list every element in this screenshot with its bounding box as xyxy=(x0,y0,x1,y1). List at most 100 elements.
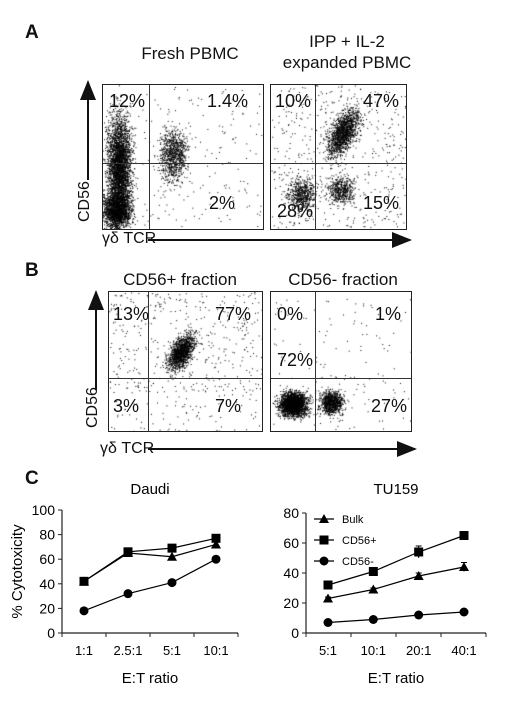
tu159-y-tick-label: 40 xyxy=(283,565,299,581)
daudi-title: Daudi xyxy=(130,481,169,498)
tu159-series-line xyxy=(327,611,465,624)
tu159-x-tick-label: 10:1 xyxy=(361,643,386,658)
daudi-x-tick-label: 5:1 xyxy=(163,643,181,658)
tu159-legend-label: CD56+ xyxy=(342,535,377,547)
quadrant-ur-percent: 1.4% xyxy=(207,91,249,111)
quadrant-gate-vertical xyxy=(315,85,316,229)
quadrant-gate-horizontal xyxy=(271,378,411,379)
tu159-y-tick-label: 80 xyxy=(283,505,299,521)
quadrant-gate-vertical xyxy=(148,292,149,431)
quadrant-ul-percent: 12% xyxy=(109,91,146,111)
quadrant-ll-percent: 28% xyxy=(277,201,314,221)
tu159-point-square xyxy=(414,547,424,557)
tu159-point-circle xyxy=(323,618,333,627)
tu159-legend-label: Bulk xyxy=(342,514,364,526)
daudi-y-tick-label: 80 xyxy=(39,527,55,543)
tu159-x-tick-label: 5:1 xyxy=(319,643,337,658)
tu159-point-triangle xyxy=(413,571,424,580)
panel-b-left-title: CD56+ fraction xyxy=(123,270,237,289)
panel-a-x-label: γδ TCR xyxy=(102,230,157,247)
tu159-point-square xyxy=(323,580,333,590)
daudi-x-tick-label: 10:1 xyxy=(203,643,228,658)
daudi-series-line xyxy=(83,558,217,612)
tu159-legend-marker xyxy=(319,514,329,523)
daudi-y-tick-label: 100 xyxy=(32,502,56,518)
quadrant-lr-percent: 7% xyxy=(215,396,242,416)
daudi-point-triangle xyxy=(211,539,221,549)
panel-b-axis-arrows xyxy=(88,290,417,457)
tu159-point-square xyxy=(459,531,469,540)
tu159-point-square xyxy=(368,567,378,576)
tu159-series-line xyxy=(327,566,465,600)
flow-plot-b-cd56neg: 0% 1% 72% 27% xyxy=(270,291,412,432)
tu159-title: TU159 xyxy=(373,481,418,498)
quadrant-lr-percent: 2% xyxy=(209,193,236,213)
tu159-point-circle xyxy=(414,610,424,620)
daudi-y-tick-label: 40 xyxy=(39,576,55,592)
daudi-point-circle xyxy=(211,554,221,564)
quadrant-ll-percent: 72% xyxy=(277,350,314,370)
quadrant-gate-vertical xyxy=(149,85,150,229)
flow-events-a-fresh xyxy=(103,85,263,229)
panel-a-left-title: Fresh PBMC xyxy=(141,44,239,63)
quadrant-ul-percent: 0% xyxy=(277,304,304,324)
daudi-y-tick-label: 20 xyxy=(39,600,55,616)
daudi-y-tick-label: 60 xyxy=(39,551,55,567)
line-chart-daudi: Daudi 0 20 40 60 80 100 1:1 2.5:1 5:1 10:1 E:T rati… xyxy=(9,481,239,687)
flow-events-b-cd56neg xyxy=(271,292,411,431)
panel-a-y-label: CD56 xyxy=(76,181,93,222)
tu159-point-triangle xyxy=(368,584,379,594)
daudi-y-label: % Cytotoxicity xyxy=(9,524,26,619)
tu159-point-circle xyxy=(368,615,378,624)
tu159-x-tick-label: 40:1 xyxy=(451,643,476,658)
daudi-point-circle xyxy=(79,606,89,616)
daudi-point-circle xyxy=(123,589,133,599)
quadrant-ul-percent: 13% xyxy=(113,304,150,324)
tu159-legend-label: CD56- xyxy=(342,556,374,568)
quadrant-gate-vertical xyxy=(315,292,316,431)
tu159-point-triangle xyxy=(323,593,333,603)
tu159-y-tick-label: 20 xyxy=(283,595,299,611)
quadrant-ur-percent: 47% xyxy=(363,91,400,111)
panel-b-y-label: CD56 xyxy=(84,387,101,428)
panel-b-right-title: CD56- fraction xyxy=(288,270,398,289)
panel-b-x-label: γδ TCR xyxy=(100,440,155,457)
tu159-y-tick-label: 0 xyxy=(291,625,299,641)
daudi-point-square xyxy=(123,547,133,557)
daudi-point-circle xyxy=(167,578,177,588)
flow-events-a-expanded xyxy=(271,85,406,229)
daudi-x-tick-label: 2.5:1 xyxy=(114,643,143,658)
panel-c-letter: C xyxy=(25,468,39,489)
quadrant-ur-percent: 1% xyxy=(375,304,402,324)
tu159-legend-marker xyxy=(319,556,329,566)
panel-b-letter: B xyxy=(25,260,39,281)
quadrant-gate-horizontal xyxy=(109,378,262,379)
quadrant-lr-percent: 15% xyxy=(363,193,400,213)
quadrant-gate-horizontal xyxy=(271,163,406,164)
panel-a-axis-arrows xyxy=(80,80,412,248)
tu159-point-triangle xyxy=(459,562,469,571)
panel-a-right-title-line1: IPP + IL-2 xyxy=(309,32,385,51)
daudi-y-tick-label: 0 xyxy=(47,625,55,641)
tu159-y-tick-label: 60 xyxy=(283,535,299,551)
daudi-point-square xyxy=(211,533,221,543)
panel-a-right-title-line2: expanded PBMC xyxy=(282,53,412,72)
daudi-x-label: E:T ratio xyxy=(122,670,178,687)
tu159-series-line xyxy=(327,534,465,586)
daudi-point-square xyxy=(167,543,177,553)
daudi-series-line xyxy=(83,537,217,582)
line-chart-tu159: TU159 0 20 40 60 80 5:1 10:1 20:1 40:1 E:T ratio Bu… xyxy=(283,481,487,687)
flow-events-b-cd56pos xyxy=(109,292,262,431)
flow-plot-a-expanded: 10% 47% 28% 15% xyxy=(270,84,407,230)
flow-plot-a-fresh: 12% 1.4% 2% xyxy=(102,84,264,230)
tu159-x-tick-label: 20:1 xyxy=(406,643,431,658)
daudi-point-triangle xyxy=(167,551,177,561)
daudi-x-tick-label: 1:1 xyxy=(75,643,93,658)
tu159-point-circle xyxy=(459,607,469,617)
quadrant-lr-percent: 27% xyxy=(371,396,408,416)
tu159-x-label: E:T ratio xyxy=(368,670,424,687)
tu159-legend-marker xyxy=(319,535,329,545)
quadrant-ll-percent: 3% xyxy=(113,396,140,416)
panel-a-letter: A xyxy=(25,22,39,43)
quadrant-gate-horizontal xyxy=(103,163,263,164)
